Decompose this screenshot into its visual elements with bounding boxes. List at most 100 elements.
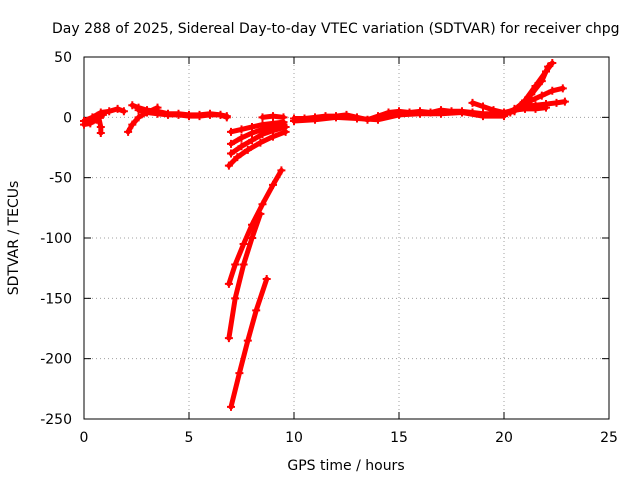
data-point	[113, 104, 122, 113]
data-point	[216, 110, 225, 119]
data-point	[353, 114, 361, 123]
series-trace	[136, 107, 230, 120]
data-point	[231, 260, 240, 269]
data-point	[124, 127, 133, 136]
data-point	[542, 103, 550, 112]
data-series	[134, 106, 231, 122]
data-point	[262, 275, 271, 284]
data-point	[395, 110, 403, 119]
data-point	[248, 122, 256, 131]
data-point	[552, 98, 561, 107]
data-point	[437, 109, 445, 118]
y-axis: -250 -200 -150 -100 -50 0 50	[40, 50, 609, 428]
data-series	[224, 166, 286, 288]
data-point	[258, 113, 267, 122]
data-series	[516, 84, 567, 110]
data-point	[174, 110, 183, 119]
data-point	[506, 108, 515, 117]
data-point	[277, 166, 286, 175]
data-point	[185, 112, 193, 121]
data-point	[269, 180, 277, 189]
data-point	[258, 120, 267, 129]
data-point	[237, 133, 246, 142]
data-point	[290, 116, 298, 125]
data-point	[206, 110, 214, 119]
data-point	[558, 84, 567, 93]
data-point	[258, 200, 267, 209]
data-series	[227, 275, 271, 411]
data-point	[479, 112, 487, 121]
data-point	[134, 113, 143, 122]
y-axis-label: SDTVAR / TECUs	[6, 181, 22, 296]
y-tick-label: -50	[49, 171, 72, 187]
data-series	[227, 118, 288, 136]
data-point	[143, 108, 151, 117]
data-point	[560, 97, 569, 106]
data-point	[548, 86, 557, 95]
x-axis: 0 5 10 15 20 25	[80, 57, 618, 446]
data-point	[153, 109, 162, 118]
data-point	[224, 334, 233, 343]
data-series	[224, 127, 290, 170]
data-point	[527, 96, 536, 105]
x-tick-label: 0	[80, 430, 89, 446]
data-series	[227, 122, 290, 158]
data-point	[227, 139, 235, 148]
data-point	[128, 120, 137, 129]
data-series	[290, 108, 508, 125]
data-series	[258, 112, 288, 122]
data-point	[239, 240, 248, 249]
data-point	[119, 107, 128, 116]
y-tick-label: -250	[40, 412, 72, 428]
data-point	[98, 110, 107, 119]
data-point	[227, 127, 235, 136]
data-point	[256, 209, 265, 218]
data-point	[243, 336, 252, 345]
data-point	[94, 113, 103, 122]
y-tick-label: -100	[40, 231, 72, 247]
x-axis-label: GPS time / hours	[287, 458, 404, 474]
data-series	[94, 113, 105, 138]
data-point	[269, 119, 277, 128]
x-tick-label: 10	[285, 430, 303, 446]
data-point	[544, 62, 553, 71]
data-point	[252, 306, 261, 315]
x-tick-label: 20	[495, 430, 513, 446]
data-point	[195, 112, 204, 121]
data-point	[224, 161, 233, 170]
data-point	[248, 136, 256, 145]
data-point	[237, 125, 246, 134]
data-point	[489, 106, 498, 115]
data-point	[416, 109, 424, 118]
data-point	[80, 120, 88, 129]
chart-title: Day 288 of 2025, Sidereal Day-to-day VTE…	[52, 21, 620, 37]
data-point	[233, 153, 242, 162]
data-point	[269, 112, 277, 121]
data-series	[510, 103, 550, 115]
y-tick-label: 50	[54, 50, 72, 66]
data-point	[311, 115, 319, 124]
data-point	[248, 234, 256, 242]
data-point	[224, 279, 233, 288]
data-point	[134, 106, 143, 115]
data-point	[537, 77, 546, 86]
data-point	[227, 402, 235, 411]
data-point	[235, 369, 244, 378]
data-point	[227, 149, 235, 158]
data-point	[458, 108, 466, 117]
data-point	[128, 101, 137, 110]
data-point	[468, 98, 477, 107]
data-point	[500, 110, 508, 119]
data-point	[222, 113, 231, 122]
data-point	[510, 106, 519, 115]
data-point	[256, 138, 265, 147]
data-point	[164, 110, 172, 119]
data-point	[548, 59, 557, 68]
data-series	[224, 209, 265, 343]
data-point	[105, 107, 114, 116]
series-trace	[512, 105, 549, 113]
data-point	[237, 142, 246, 151]
data-point	[479, 102, 487, 111]
data-point	[537, 91, 546, 100]
